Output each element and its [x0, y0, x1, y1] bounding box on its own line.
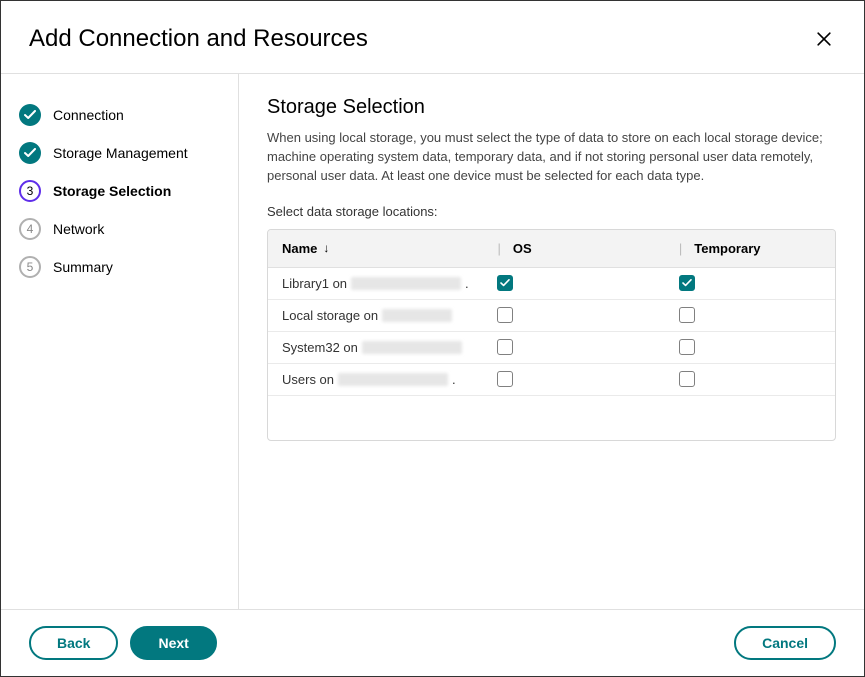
dialog-title: Add Connection and Resources: [29, 25, 368, 53]
cell-name: Local storage on: [268, 308, 483, 323]
content-subheading: Select data storage locations:: [267, 204, 836, 219]
step-label: Summary: [53, 259, 113, 275]
step-label: Storage Management: [53, 145, 188, 161]
storage-name-prefix: Library1 on: [282, 276, 347, 291]
dialog-header: Add Connection and Resources: [1, 1, 864, 73]
next-button[interactable]: Next: [130, 626, 216, 660]
content-title: Storage Selection: [267, 96, 836, 119]
temporary-checkbox[interactable]: [679, 307, 695, 323]
cell-name: System32 on: [268, 340, 483, 355]
sort-down-icon: ↓: [323, 241, 329, 255]
dialog-body: Connection Storage Management 3 Storage …: [1, 74, 864, 609]
check-icon: [19, 104, 41, 126]
os-checkbox[interactable]: [497, 371, 513, 387]
column-separator: |: [497, 241, 506, 256]
temporary-checkbox[interactable]: [679, 275, 695, 291]
storage-name-suffix: .: [452, 372, 456, 387]
add-connection-dialog: Add Connection and Resources Connection …: [0, 0, 865, 677]
cell-name: Users on .: [268, 372, 483, 387]
footer-left-buttons: Back Next: [29, 626, 217, 660]
content-pane: Storage Selection When using local stora…: [239, 74, 864, 609]
check-icon: [500, 279, 510, 287]
cell-temporary: [665, 371, 835, 387]
cancel-button[interactable]: Cancel: [734, 626, 836, 660]
close-icon: [814, 29, 834, 49]
column-separator: |: [679, 241, 688, 256]
temporary-checkbox[interactable]: [679, 371, 695, 387]
column-header-os[interactable]: | OS: [483, 241, 664, 256]
table-row: Users on .: [268, 364, 835, 396]
storage-name-suffix: .: [465, 276, 469, 291]
content-description: When using local storage, you must selec…: [267, 129, 836, 186]
cell-temporary: [665, 339, 835, 355]
wizard-sidebar: Connection Storage Management 3 Storage …: [1, 74, 239, 609]
os-checkbox[interactable]: [497, 275, 513, 291]
column-header-temporary[interactable]: | Temporary: [665, 241, 835, 256]
cell-os: [483, 275, 664, 291]
step-number-icon: 5: [19, 256, 41, 278]
check-icon: [682, 279, 692, 287]
redacted-text: [362, 341, 462, 354]
back-button[interactable]: Back: [29, 626, 118, 660]
column-label: OS: [513, 241, 532, 256]
os-checkbox[interactable]: [497, 339, 513, 355]
step-number-icon: 3: [19, 180, 41, 202]
footer-right-buttons: Cancel: [734, 626, 836, 660]
dialog-footer: Back Next Cancel: [1, 609, 864, 676]
table-row: Library1 on .: [268, 268, 835, 300]
redacted-text: [382, 309, 452, 322]
step-storage-selection[interactable]: 3 Storage Selection: [19, 172, 220, 210]
cell-temporary: [665, 307, 835, 323]
redacted-text: [338, 373, 448, 386]
column-header-name[interactable]: Name ↓: [268, 241, 483, 256]
cell-temporary: [665, 275, 835, 291]
step-number-icon: 4: [19, 218, 41, 240]
redacted-text: [351, 277, 461, 290]
check-icon: [19, 142, 41, 164]
step-label: Network: [53, 221, 104, 237]
step-storage-management[interactable]: Storage Management: [19, 134, 220, 172]
table-row: Local storage on: [268, 300, 835, 332]
cell-os: [483, 307, 664, 323]
column-label: Temporary: [694, 241, 760, 256]
table-empty-footer: [268, 396, 835, 440]
storage-table: Name ↓ | OS | Temporary Library1 on . Loc…: [267, 229, 836, 441]
cell-name: Library1 on .: [268, 276, 483, 291]
temporary-checkbox[interactable]: [679, 339, 695, 355]
cell-os: [483, 339, 664, 355]
step-network[interactable]: 4 Network: [19, 210, 220, 248]
storage-name-prefix: Users on: [282, 372, 334, 387]
os-checkbox[interactable]: [497, 307, 513, 323]
column-label: Name: [282, 241, 317, 256]
table-header: Name ↓ | OS | Temporary: [268, 230, 835, 268]
close-button[interactable]: [812, 27, 836, 51]
step-connection[interactable]: Connection: [19, 96, 220, 134]
storage-name-prefix: System32 on: [282, 340, 358, 355]
cell-os: [483, 371, 664, 387]
step-label: Storage Selection: [53, 183, 171, 199]
step-label: Connection: [53, 107, 124, 123]
table-row: System32 on: [268, 332, 835, 364]
storage-name-prefix: Local storage on: [282, 308, 378, 323]
step-summary[interactable]: 5 Summary: [19, 248, 220, 286]
